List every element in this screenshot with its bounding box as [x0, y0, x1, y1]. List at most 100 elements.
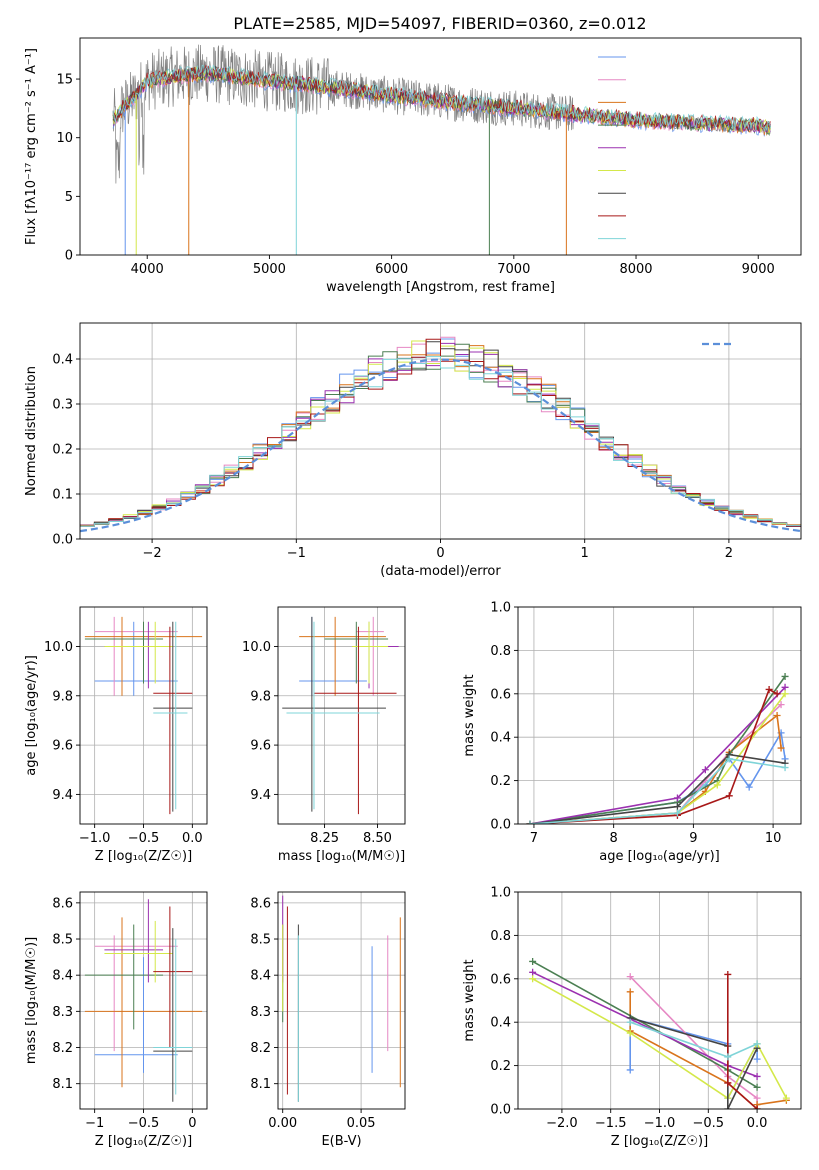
y-tick-label: 1.0	[490, 601, 511, 616]
weight-point-marker	[753, 1094, 761, 1102]
errorbar-point	[94, 616, 178, 696]
errorbar-point	[94, 957, 178, 1073]
x-tick-label: −2.0	[546, 1116, 578, 1131]
weight-point-marker	[626, 1029, 634, 1037]
legend	[598, 56, 626, 240]
weight-point-marker	[781, 690, 789, 698]
errorbar-point	[153, 928, 193, 1102]
errorbar-point	[286, 621, 380, 810]
errorbar-point	[153, 621, 193, 812]
x-tick-label: 4000	[131, 262, 164, 277]
weight-point-marker	[753, 1083, 761, 1091]
y-tick-label: 10.0	[44, 640, 73, 655]
x-tick-label: −2	[143, 546, 162, 561]
plot-area	[84, 616, 203, 815]
x-tick-label: 8000	[619, 262, 652, 277]
y-tick-label: 9.8	[250, 689, 271, 704]
y-tick-label: 15	[56, 73, 73, 88]
errorbar-point	[352, 621, 389, 684]
x-tick-label: 8	[610, 831, 618, 846]
x-tick-label: −1.0	[79, 831, 111, 846]
weight-point-marker	[725, 755, 733, 763]
y-tick-label: 8.4	[250, 969, 271, 984]
errorbar-point	[153, 939, 193, 1095]
y-tick-label: 0.6	[490, 972, 511, 987]
weight-point-marker	[781, 672, 789, 680]
weight-point-marker	[753, 1040, 761, 1048]
plot-area	[282, 616, 399, 815]
y-tick-label: 0.8	[490, 644, 511, 659]
weight-point-marker	[701, 766, 709, 774]
model-spectrum-line	[112, 64, 771, 133]
x-axis-label: Z [log₁₀(Z/Z☉)]	[95, 1134, 192, 1149]
x-tick-label: 5000	[253, 262, 286, 277]
y-tick-label: 8.4	[52, 969, 73, 984]
x-tick-label: 7	[530, 831, 538, 846]
y-tick-label: 9.4	[250, 788, 271, 803]
y-tick-label: 10	[56, 131, 73, 146]
x-axis-label: mass [log₁₀(M/M☉)]	[278, 849, 405, 864]
weight-point-marker	[529, 975, 537, 983]
weight-point-marker	[724, 970, 732, 978]
x-tick-label: 0	[436, 546, 444, 561]
weight-point-marker	[753, 1072, 761, 1080]
weight-series-line	[529, 753, 786, 824]
y-tick-label: 0.8	[490, 929, 511, 944]
errorbar-point	[313, 626, 397, 815]
errorbar-point	[282, 616, 386, 812]
errorbar-point	[84, 917, 203, 1088]
weight-point-marker	[529, 957, 537, 965]
weight-series-line	[529, 758, 786, 824]
x-axis-label: (data-model)/error	[380, 564, 501, 579]
y-axis-label: age [log₁₀(age/yr)]	[24, 655, 39, 776]
y-tick-label: 0.2	[490, 774, 511, 789]
y-tick-label: 10.0	[242, 640, 271, 655]
y-tick-label: 0.4	[490, 731, 511, 746]
x-axis-label: wavelength [Angstrom, rest frame]	[326, 280, 555, 295]
errorbar-point	[324, 621, 389, 684]
y-tick-label: 8.5	[52, 933, 73, 948]
weight-point-marker	[753, 1055, 761, 1063]
plot-area	[282, 895, 401, 1102]
x-tick-label: 0.05	[347, 1116, 376, 1131]
panel-weight_vs_age: 7 8 9 10 0.0 0.2 0.4 0.6 0.8 1.0 age [log₁₀(age/yr…	[462, 601, 802, 864]
y-tick-label: 0.6	[490, 687, 511, 702]
y-tick-label: 0.2	[490, 1059, 511, 1074]
x-tick-label: −1	[85, 1116, 104, 1131]
x-axis-label: Z [log₁₀(Z/Z☉)]	[95, 849, 192, 864]
normal-reference-curve	[80, 358, 801, 533]
plot-area	[84, 899, 203, 1102]
y-axis-label: Flux [fλ10⁻¹⁷ erg cm⁻² s⁻¹ A⁻¹]	[24, 48, 39, 245]
y-tick-label: 9.6	[250, 739, 271, 754]
y-tick-label: 0.2	[52, 443, 73, 458]
x-tick-label: 0.0	[182, 831, 203, 846]
panel-spectrum: 4000 5000 6000 7000 8000 9000 0 5 10 15 wavelength…	[24, 37, 802, 295]
y-tick-label: 9.4	[52, 788, 73, 803]
x-tick-label: −0.5	[128, 1116, 160, 1131]
weight-point-marker	[773, 712, 781, 719]
y-tick-label: 8.5	[250, 933, 271, 948]
plot-area	[526, 672, 789, 824]
y-tick-label: 8.2	[250, 1041, 271, 1056]
panel-mass_vs_Z: −1 −0.5 0 8.1 8.2 8.3 8.4 8.5 8.6 Z [log₁₀(Z/Z☉)]…	[24, 891, 208, 1149]
x-tick-label: −0.5	[128, 831, 160, 846]
weight-point-marker	[745, 783, 753, 791]
x-tick-label: 6000	[375, 262, 408, 277]
errorbar-point	[104, 621, 173, 684]
x-tick-label: 0.00	[268, 1116, 297, 1131]
axes-frame	[277, 606, 406, 825]
figure-title: PLATE=2585, MJD=54097, FIBERID=0360, z=0…	[233, 14, 646, 33]
plot-area	[112, 44, 771, 255]
y-tick-label: 8.6	[250, 896, 271, 911]
y-tick-label: 0.1	[52, 488, 73, 503]
errorbar-point	[84, 621, 164, 684]
weight-point-marker	[724, 1053, 732, 1061]
y-tick-label: 0.4	[490, 1016, 511, 1031]
y-axis-label: mass weight	[462, 674, 477, 756]
weight-point-marker	[626, 988, 634, 996]
weight-point-marker	[673, 794, 681, 802]
y-tick-label: 8.3	[250, 1005, 271, 1020]
weight-series-line	[532, 960, 758, 1088]
panels: 4000 5000 6000 7000 8000 9000051015wavelength…	[24, 37, 802, 1149]
x-tick-label: 0.0	[747, 1116, 768, 1131]
